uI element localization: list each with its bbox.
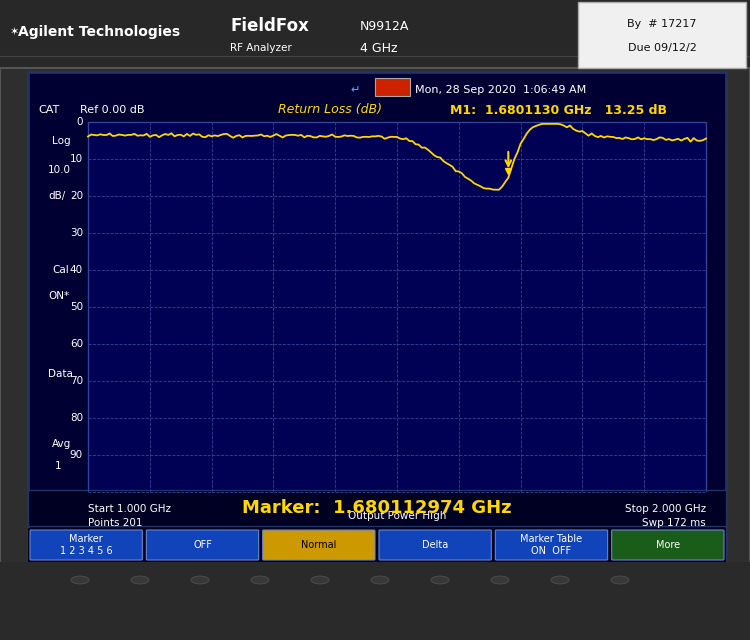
Text: Return Loss (dB): Return Loss (dB): [278, 104, 382, 116]
Bar: [28, 528, 726, 562]
Text: Normal: Normal: [302, 540, 337, 550]
Text: ✶: ✶: [10, 27, 20, 37]
Text: M1:  1.6801130 GHz   13.25 dB: M1: 1.6801130 GHz 13.25 dB: [450, 104, 667, 116]
Ellipse shape: [371, 576, 389, 584]
Ellipse shape: [611, 576, 629, 584]
Text: 40: 40: [70, 265, 83, 275]
Text: ON*: ON*: [48, 291, 69, 301]
FancyBboxPatch shape: [262, 530, 375, 560]
Bar: [578, 2, 746, 68]
Text: 80: 80: [70, 413, 83, 423]
Bar: [28, 72, 726, 562]
Text: 4 GHz: 4 GHz: [360, 42, 398, 54]
Ellipse shape: [251, 576, 269, 584]
Text: Delta: Delta: [422, 540, 448, 550]
Bar: [28, 490, 726, 526]
Text: Stop 2.000 GHz: Stop 2.000 GHz: [625, 504, 706, 514]
Bar: [0, 562, 750, 640]
Text: More: More: [656, 540, 680, 550]
Text: Marker:  1.680112974 GHz: Marker: 1.680112974 GHz: [242, 499, 512, 517]
Text: Data: Data: [48, 369, 73, 379]
Ellipse shape: [491, 576, 509, 584]
Text: Avg: Avg: [52, 439, 71, 449]
Ellipse shape: [71, 576, 89, 584]
Text: ↵: ↵: [350, 85, 360, 95]
Text: Marker Table
ON  OFF: Marker Table ON OFF: [520, 534, 583, 556]
Text: 1: 1: [55, 461, 62, 471]
Text: 70: 70: [70, 376, 83, 386]
Text: Agilent Technologies: Agilent Technologies: [18, 25, 180, 39]
Bar: [88, 122, 706, 492]
Text: 10: 10: [70, 154, 83, 164]
Bar: [0, 0, 750, 68]
Text: 60: 60: [70, 339, 83, 349]
FancyBboxPatch shape: [379, 530, 491, 560]
Text: By  # 17217: By # 17217: [627, 19, 697, 29]
Text: Mon, 28 Sep 2020  1:06:49 AM: Mon, 28 Sep 2020 1:06:49 AM: [415, 85, 586, 95]
Ellipse shape: [431, 576, 449, 584]
FancyBboxPatch shape: [30, 530, 142, 560]
Text: dB/: dB/: [48, 191, 65, 201]
Text: Swp 172 ms: Swp 172 ms: [642, 518, 706, 528]
Text: Marker
1 2 3 4 5 6: Marker 1 2 3 4 5 6: [60, 534, 112, 556]
Text: FieldFox: FieldFox: [230, 17, 309, 35]
Text: Ref 0.00 dB: Ref 0.00 dB: [80, 105, 145, 115]
Text: 10.0: 10.0: [48, 165, 71, 175]
Bar: [375, 78, 410, 96]
Text: 90: 90: [70, 450, 83, 460]
Ellipse shape: [311, 576, 329, 584]
Text: Due 09/12/2: Due 09/12/2: [628, 43, 697, 53]
Text: 0: 0: [76, 117, 83, 127]
FancyBboxPatch shape: [495, 530, 608, 560]
FancyBboxPatch shape: [146, 530, 259, 560]
Text: 20: 20: [70, 191, 83, 201]
Ellipse shape: [551, 576, 569, 584]
FancyBboxPatch shape: [612, 530, 724, 560]
Text: CAT: CAT: [38, 105, 59, 115]
Text: 30: 30: [70, 228, 83, 238]
Ellipse shape: [191, 576, 209, 584]
Text: 50: 50: [70, 302, 83, 312]
Text: RF Analyzer: RF Analyzer: [230, 43, 292, 53]
Text: OFF: OFF: [193, 540, 212, 550]
Text: Start 1.000 GHz: Start 1.000 GHz: [88, 504, 171, 514]
Text: N9912A: N9912A: [360, 19, 410, 33]
Text: Cal: Cal: [52, 265, 69, 275]
Text: Log: Log: [52, 136, 70, 145]
Text: Output Power High: Output Power High: [348, 511, 446, 521]
Text: Points 201: Points 201: [88, 518, 142, 528]
Ellipse shape: [131, 576, 149, 584]
